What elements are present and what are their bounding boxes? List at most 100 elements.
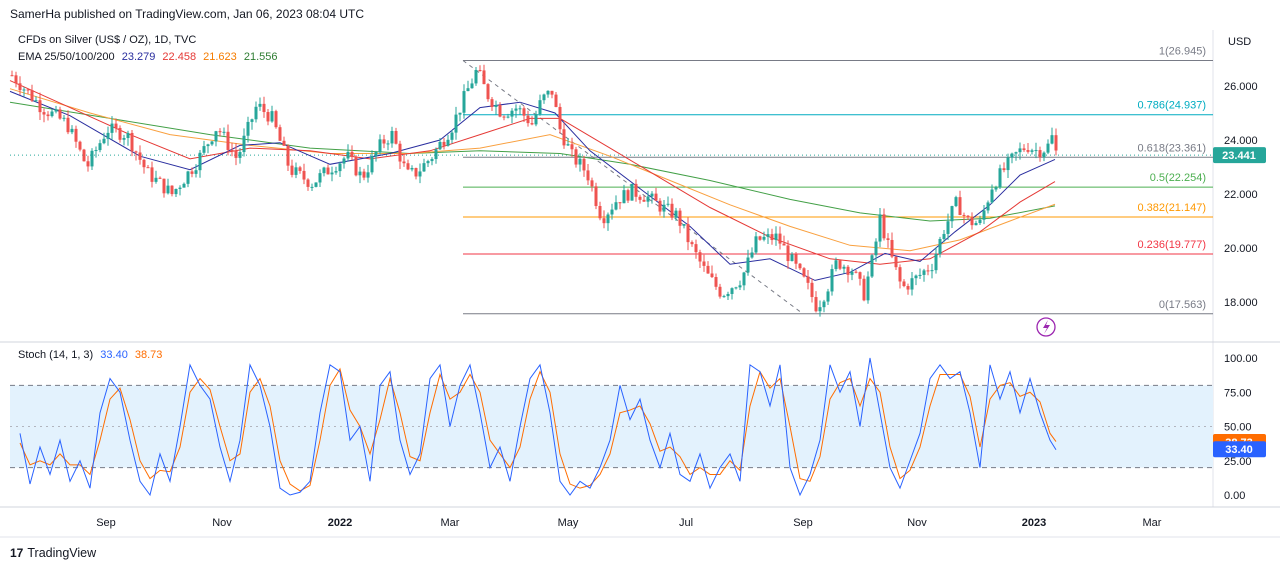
candle-body <box>646 196 650 202</box>
candle-body <box>454 114 458 133</box>
stoch-d-value: 38.73 <box>134 349 163 361</box>
candle-body <box>70 128 74 133</box>
candle-body <box>78 141 82 150</box>
candle-body <box>518 108 522 110</box>
price-tick: 18.000 <box>1224 297 1258 309</box>
candle-body <box>810 282 814 298</box>
candle-body <box>278 127 282 141</box>
candle-body <box>542 94 546 101</box>
candle-body <box>590 180 594 187</box>
candle-body <box>666 203 670 205</box>
candle-body <box>898 267 902 282</box>
candle-body <box>682 224 686 226</box>
candle-body <box>854 271 858 273</box>
candle-body <box>622 190 626 204</box>
candle-body <box>770 234 774 241</box>
candle-body <box>26 89 30 91</box>
candle-body <box>482 70 486 85</box>
candle-body <box>958 197 962 215</box>
candle-body <box>946 221 950 234</box>
candle-body <box>1030 150 1034 152</box>
candle-body <box>918 274 922 276</box>
candle-body <box>694 244 698 253</box>
candle-body <box>522 108 526 116</box>
candle-body <box>418 171 422 177</box>
ema100-line <box>9 88 1056 252</box>
candle-body <box>786 245 790 262</box>
candle-body <box>174 188 178 195</box>
time-tick: Sep <box>793 517 813 529</box>
candle-body <box>198 152 202 171</box>
candle-body <box>114 123 118 128</box>
candle-body <box>998 168 1002 188</box>
stoch-label[interactable]: Stoch (14, 1, 3) <box>18 349 94 361</box>
candle-body <box>82 149 86 162</box>
fib-level-label: 0(17.563) <box>1159 299 1206 311</box>
candle-body <box>970 217 974 226</box>
candle-body <box>270 111 274 122</box>
candle-body <box>550 90 554 95</box>
stoch-tick: 25.00 <box>1224 456 1252 468</box>
candle-body <box>138 152 142 160</box>
candle-body <box>510 110 514 117</box>
candle-body <box>982 210 986 220</box>
candle-body <box>110 123 114 133</box>
candle-body <box>334 171 338 173</box>
candle-body <box>310 186 314 188</box>
candle-body <box>86 161 90 167</box>
currency-label: USD <box>1228 36 1251 48</box>
candle-body <box>230 149 234 151</box>
candle-body <box>506 116 510 118</box>
candle-body <box>686 224 690 243</box>
candle-body <box>814 297 818 312</box>
ema50-value: 22.458 <box>162 51 197 63</box>
candle-body <box>46 114 50 117</box>
fibonacci-retracement[interactable]: 1(26.945) 0.786(24.937) 0.618(23.361) 0.5(2… <box>462 45 1213 315</box>
candle-body <box>942 233 946 239</box>
candle-body <box>906 286 910 290</box>
candle-body <box>782 243 786 246</box>
candle-body <box>754 236 758 253</box>
candle-body <box>790 254 794 262</box>
candle-body <box>630 183 634 201</box>
symbol-title[interactable]: CFDs on Silver (US$ / OZ), 1D, TVC <box>18 34 197 46</box>
candle-body <box>182 183 186 188</box>
candle-body <box>382 139 386 144</box>
candle-body <box>978 219 982 224</box>
candle-body <box>710 273 714 278</box>
candle-body <box>442 141 446 146</box>
candle-body <box>582 158 586 171</box>
candle-body <box>466 88 470 92</box>
candle-body <box>866 276 870 301</box>
candle-body <box>434 149 438 160</box>
stoch-k-tag <box>1213 441 1266 458</box>
candle-body <box>862 278 866 301</box>
fib-level-label: 0.236(19.777) <box>1138 239 1207 251</box>
candle-body <box>118 127 122 140</box>
candle-body <box>94 150 98 152</box>
candle-body <box>286 145 290 166</box>
candle-body <box>350 151 354 157</box>
ema-label[interactable]: EMA 25/50/100/200 <box>18 51 115 63</box>
candle-body <box>882 214 886 239</box>
candle-body <box>414 167 418 177</box>
candle-body <box>38 100 42 113</box>
candle-body <box>306 179 310 187</box>
candle-body <box>902 281 906 287</box>
candle-body <box>738 285 742 288</box>
candle-body <box>34 100 38 102</box>
candle-body <box>406 163 410 170</box>
ema200-value: 21.556 <box>243 51 278 63</box>
candle-body <box>122 138 126 140</box>
candle-body <box>598 206 602 219</box>
candle-body <box>662 204 666 212</box>
alert-icon[interactable] <box>1036 317 1056 337</box>
candle-body <box>994 187 998 190</box>
candle-body <box>210 141 214 145</box>
candle-body <box>222 131 226 133</box>
tradingview-brand[interactable]: 17 TradingView <box>10 546 96 560</box>
candle-body <box>502 116 506 118</box>
candle-body <box>766 234 770 237</box>
candle-body <box>190 171 194 174</box>
